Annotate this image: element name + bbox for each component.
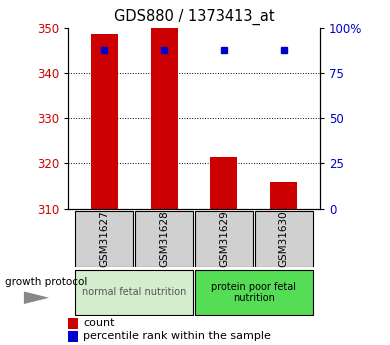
Bar — [195, 211, 253, 267]
Bar — [195, 270, 313, 315]
Text: normal fetal nutrition: normal fetal nutrition — [82, 287, 186, 297]
Bar — [75, 270, 193, 315]
Text: count: count — [83, 318, 115, 328]
Title: GDS880 / 1373413_at: GDS880 / 1373413_at — [114, 9, 274, 25]
Bar — [91, 34, 118, 209]
Text: GSM31628: GSM31628 — [159, 210, 169, 267]
Bar — [151, 28, 177, 209]
Bar — [68, 318, 78, 329]
Bar — [211, 157, 238, 209]
Text: GSM31630: GSM31630 — [279, 210, 289, 267]
Text: GSM31627: GSM31627 — [99, 210, 109, 267]
Bar — [255, 211, 313, 267]
Text: protein poor fetal
nutrition: protein poor fetal nutrition — [211, 282, 296, 303]
Bar — [270, 181, 297, 209]
Bar — [75, 211, 133, 267]
Text: percentile rank within the sample: percentile rank within the sample — [83, 332, 271, 341]
Polygon shape — [24, 292, 49, 304]
Bar — [135, 211, 193, 267]
Text: GSM31629: GSM31629 — [219, 210, 229, 267]
Bar — [68, 331, 78, 342]
Text: growth protocol: growth protocol — [5, 277, 88, 287]
